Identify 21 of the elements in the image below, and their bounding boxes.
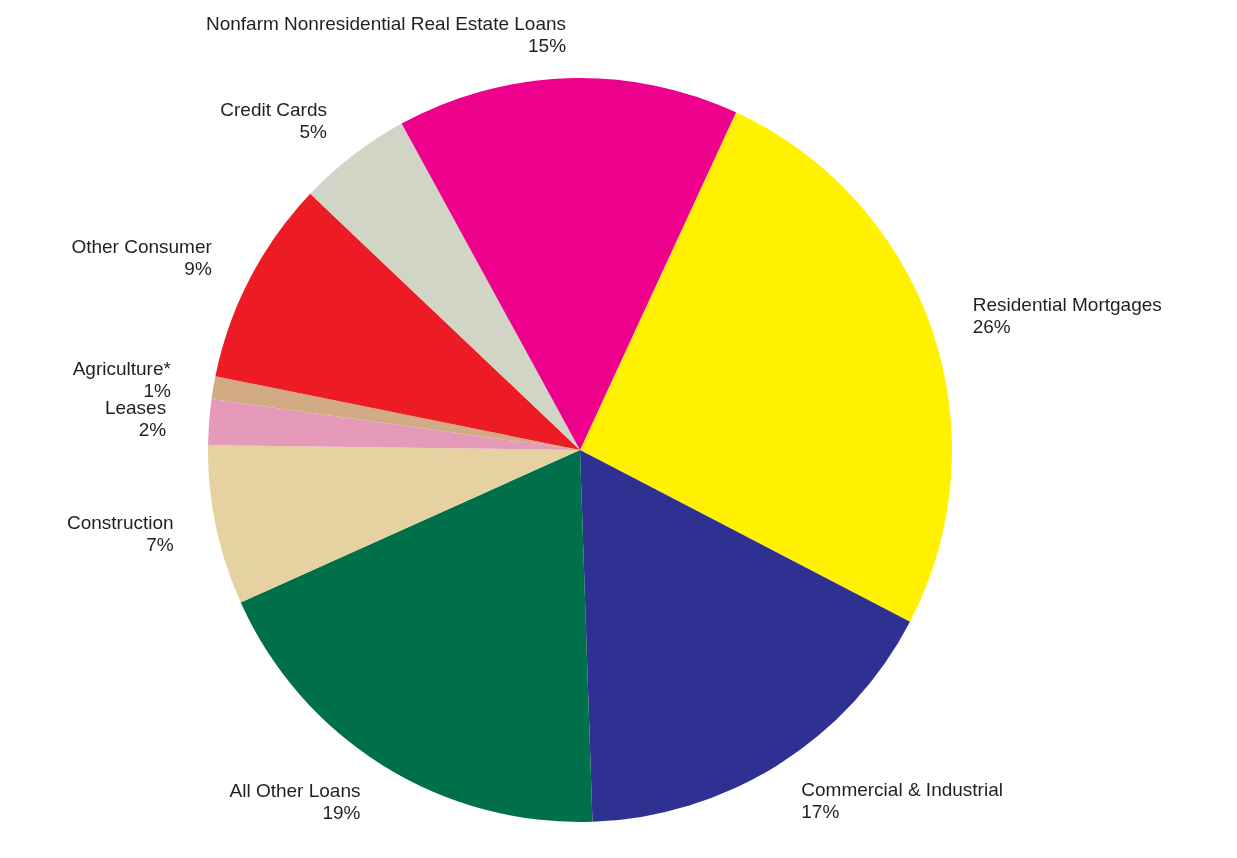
slice-label: Nonfarm Nonresidential Real Estate Loans xyxy=(205,13,567,35)
data-label: 5% xyxy=(299,121,328,143)
data-label: 2% xyxy=(138,418,167,440)
data-label: 15% xyxy=(528,35,567,57)
pie-slice xyxy=(401,78,737,450)
data-label: 9% xyxy=(184,258,212,280)
data-label: 17% xyxy=(801,801,840,823)
pie-slice xyxy=(208,445,580,603)
data-label: 7% xyxy=(146,534,174,556)
data-label: 19% xyxy=(322,802,361,824)
data-label: 26% xyxy=(972,315,1011,337)
pie-slice xyxy=(215,193,580,450)
slice-label: Agriculture* xyxy=(72,358,172,380)
slice-label: Credit Cards xyxy=(220,99,327,121)
slice-label: Commercial & Industrial xyxy=(801,779,1003,801)
slice-label: Residential Mortgages xyxy=(972,293,1162,315)
slice-label: All Other Loans xyxy=(229,780,361,802)
pie-slice xyxy=(211,376,580,450)
slice-label: Other Consumer xyxy=(71,236,213,258)
pie-slice xyxy=(580,112,952,622)
slice-label: Construction xyxy=(66,512,174,534)
